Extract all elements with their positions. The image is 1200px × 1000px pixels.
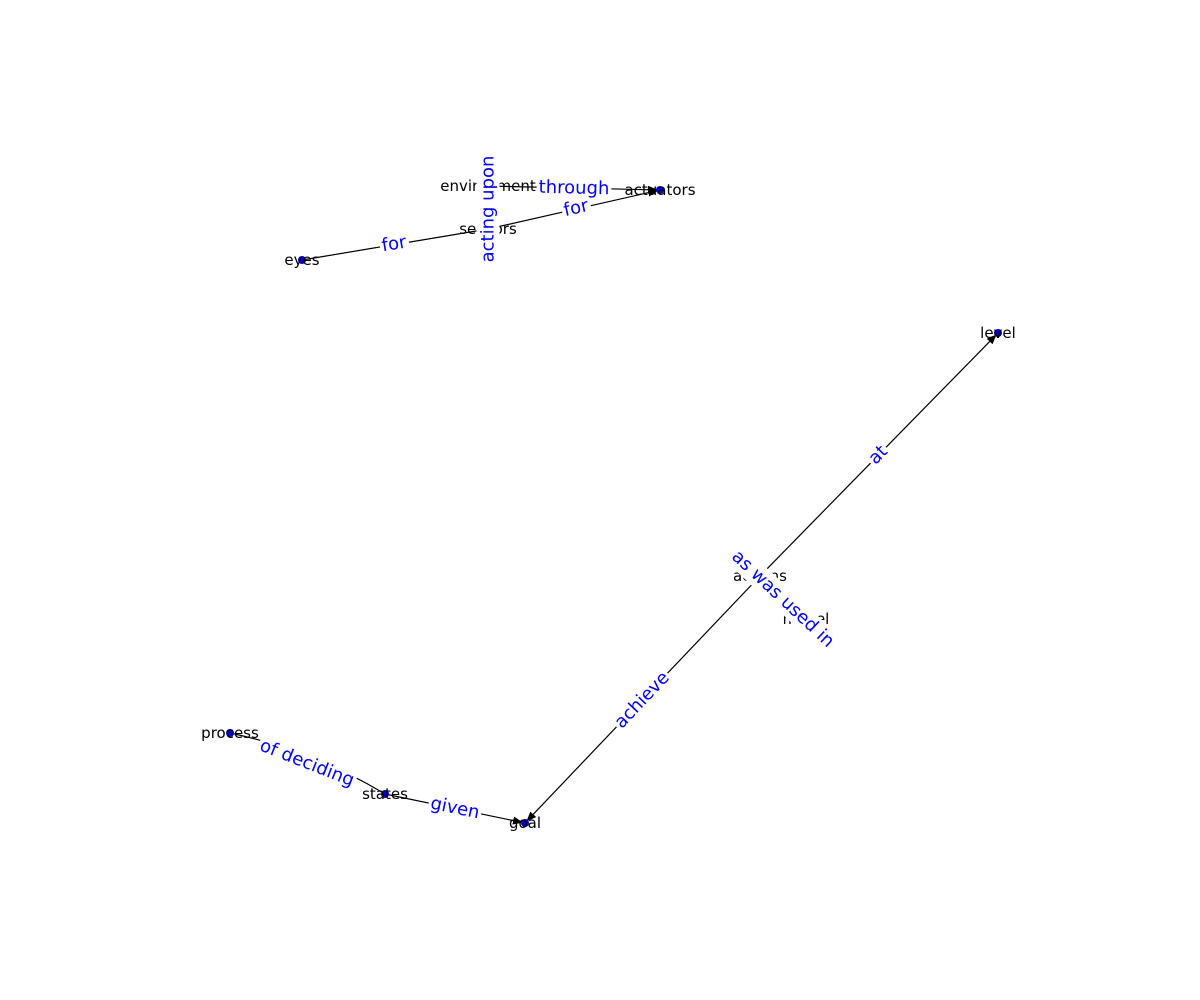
node-dot — [521, 819, 529, 827]
node-dot — [298, 256, 306, 264]
edge-label-e9: given — [426, 791, 484, 825]
node-level: level — [980, 324, 1016, 342]
node-label: eyes — [284, 251, 319, 269]
edge-label-e6: as was used in — [725, 544, 841, 654]
edge-label-text: achieve — [610, 667, 674, 732]
edge-label-text: of deciding — [257, 735, 357, 791]
node-actuators: actuators — [624, 181, 695, 199]
node-dot — [656, 186, 664, 194]
edge-label-background — [608, 665, 676, 735]
edge-label-e2: for — [559, 193, 594, 223]
edge-label-background — [377, 230, 411, 258]
edge-label-background — [426, 791, 484, 825]
edge-label-text: through — [538, 177, 609, 200]
node-dot — [994, 329, 1002, 337]
edges-layer — [229, 185, 997, 825]
edge-label-e1: through — [536, 175, 612, 201]
node-label: process — [201, 724, 259, 742]
node-states: states — [362, 785, 408, 803]
edge-label-background — [536, 175, 612, 201]
edge-label-e8: of deciding — [254, 733, 360, 793]
edge-label-text: given — [429, 793, 482, 824]
node-eyes: eyes — [284, 251, 319, 269]
node-process: process — [201, 724, 259, 742]
edge-label-background — [254, 733, 360, 793]
edge-label-background — [862, 439, 894, 471]
edge-label-background — [559, 193, 594, 223]
node-dot — [381, 790, 389, 798]
edge-label-e4: acting upon — [476, 153, 500, 265]
edge-label-background — [725, 544, 841, 654]
edge-label-text: as was used in — [727, 546, 838, 652]
node-label: goal — [509, 814, 541, 832]
node-label: states — [362, 785, 408, 803]
edge-label-e3: for — [377, 230, 411, 258]
node-dot — [226, 729, 234, 737]
edge-label-text: acting upon — [478, 156, 499, 263]
node-goal: goal — [509, 814, 541, 832]
node-label: level — [980, 324, 1016, 342]
edge-label-text: for — [380, 232, 408, 257]
node-label: actuators — [624, 181, 695, 199]
edge-label-e7: achieve — [608, 665, 676, 735]
nodes-layer: environmentactuatorssensorseyeslevelacti… — [201, 177, 1016, 832]
edge-label-background — [476, 153, 500, 265]
